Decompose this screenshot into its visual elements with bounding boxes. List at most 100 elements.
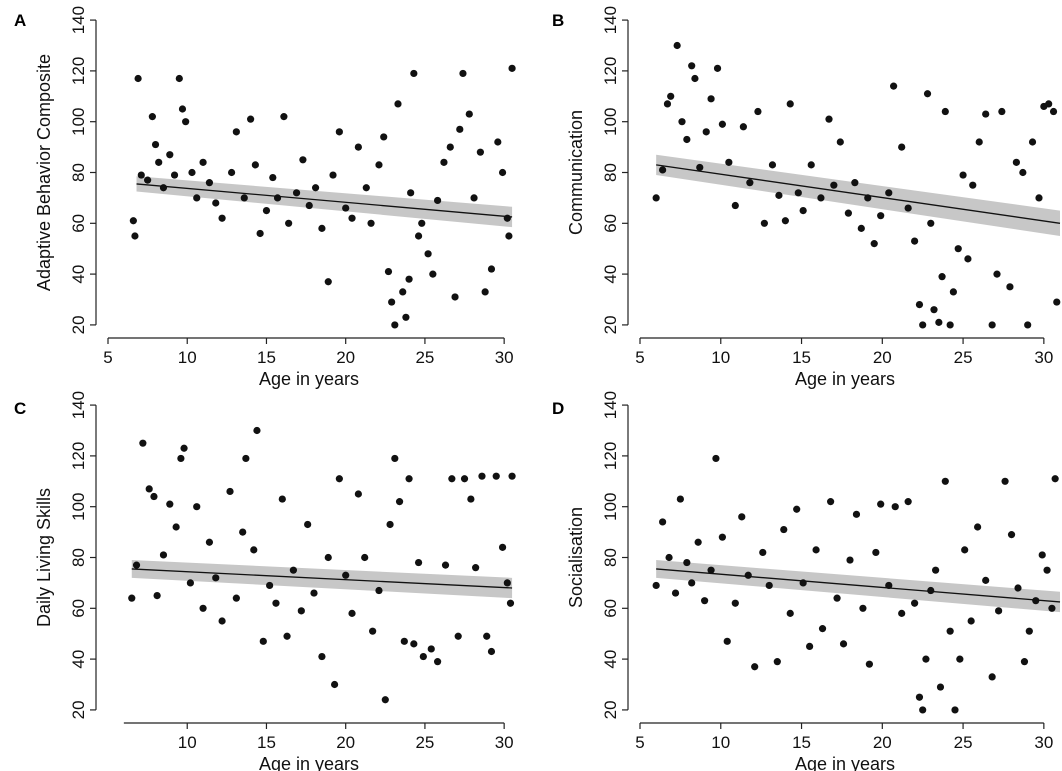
data-point	[935, 318, 943, 326]
data-point	[188, 168, 196, 177]
data-point	[218, 214, 226, 222]
y-tick-label: 60	[601, 599, 620, 618]
data-point	[694, 538, 702, 546]
y-tick-label: 120	[69, 442, 88, 470]
y-tick-label: 60	[69, 214, 88, 233]
data-point	[318, 652, 326, 661]
data-point	[253, 426, 261, 435]
data-point	[348, 214, 356, 222]
data-point	[923, 90, 932, 98]
data-point	[827, 498, 835, 506]
x-tick-label: 25	[954, 733, 973, 752]
data-point	[262, 207, 271, 215]
data-point	[335, 475, 343, 483]
data-point	[780, 525, 788, 534]
data-point	[193, 503, 201, 511]
data-point	[959, 171, 967, 179]
y-tick-label: 20	[601, 315, 620, 334]
data-point	[982, 110, 990, 118]
data-point	[768, 161, 777, 169]
data-point	[818, 625, 827, 633]
data-point	[506, 599, 515, 607]
y-axis: 20 40 60 80 100 120 140 Adaptive Behavior Compo…	[34, 6, 97, 334]
data-point	[369, 627, 377, 635]
data-point	[759, 548, 767, 557]
y-tick-label: 40	[601, 265, 620, 284]
data-point	[1019, 168, 1027, 177]
data-point	[1048, 604, 1056, 612]
data-point	[673, 41, 681, 50]
data-point	[251, 161, 259, 169]
data-point	[806, 642, 814, 651]
data-point	[459, 69, 467, 78]
data-points	[128, 426, 516, 704]
data-point	[292, 189, 301, 197]
data-point	[218, 617, 226, 625]
x-tick-label: 30	[1034, 348, 1053, 367]
data-point	[228, 168, 236, 177]
data-point	[725, 158, 733, 166]
data-point	[833, 594, 841, 602]
data-point	[305, 201, 313, 210]
data-point	[865, 660, 873, 668]
data-point	[448, 475, 456, 483]
x-tick-label: 25	[415, 733, 434, 752]
data-point	[278, 495, 286, 503]
data-point	[139, 439, 147, 447]
data-point	[1032, 597, 1040, 605]
data-point	[199, 158, 207, 166]
y-tick-label: 140	[69, 391, 88, 419]
data-point	[240, 194, 248, 202]
data-point	[414, 558, 423, 567]
x-tick-label: 15	[257, 348, 276, 367]
data-point	[872, 548, 880, 557]
data-point	[941, 477, 949, 485]
data-point	[186, 579, 194, 587]
data-point	[232, 128, 240, 136]
data-point	[503, 579, 511, 587]
data-point	[299, 156, 307, 164]
y-tick-label: 100	[601, 108, 620, 136]
data-point	[159, 551, 168, 559]
data-point	[988, 321, 996, 329]
data-point	[470, 194, 478, 202]
data-point	[367, 219, 375, 227]
y-tick-label: 40	[69, 265, 88, 284]
data-point	[946, 627, 954, 635]
data-point	[807, 161, 815, 169]
data-point	[418, 219, 426, 227]
data-point	[659, 166, 667, 174]
data-point	[904, 204, 912, 212]
data-point	[342, 571, 350, 579]
data-point	[166, 500, 174, 508]
x-tick-label: 20	[873, 348, 892, 367]
data-point	[1028, 138, 1037, 146]
data-point	[1043, 566, 1051, 574]
x-axis-title: Age in years	[259, 369, 359, 389]
data-point	[751, 663, 759, 671]
data-point	[414, 232, 423, 240]
x-axis: 5 10 15 20 25 30 Age in years	[635, 337, 1053, 389]
data-point	[707, 95, 715, 103]
y-tick-label: 140	[601, 391, 620, 419]
data-point	[256, 229, 264, 238]
data-point	[172, 523, 180, 531]
data-point	[424, 250, 432, 258]
x-tick-label: 25	[954, 348, 973, 367]
data-point	[380, 133, 388, 141]
x-tick-label: 30	[495, 733, 514, 752]
data-point	[1049, 107, 1058, 116]
data-point	[765, 581, 773, 590]
y-tick-label: 20	[601, 700, 620, 719]
data-point	[259, 637, 267, 645]
data-point	[155, 158, 163, 166]
data-point	[857, 224, 865, 232]
y-tick-label: 60	[69, 599, 88, 618]
data-point	[467, 495, 475, 503]
data-point	[1001, 477, 1009, 485]
data-point	[407, 189, 415, 197]
data-point	[456, 125, 464, 133]
data-point	[324, 278, 332, 286]
data-point	[405, 475, 413, 483]
data-point	[773, 658, 781, 666]
